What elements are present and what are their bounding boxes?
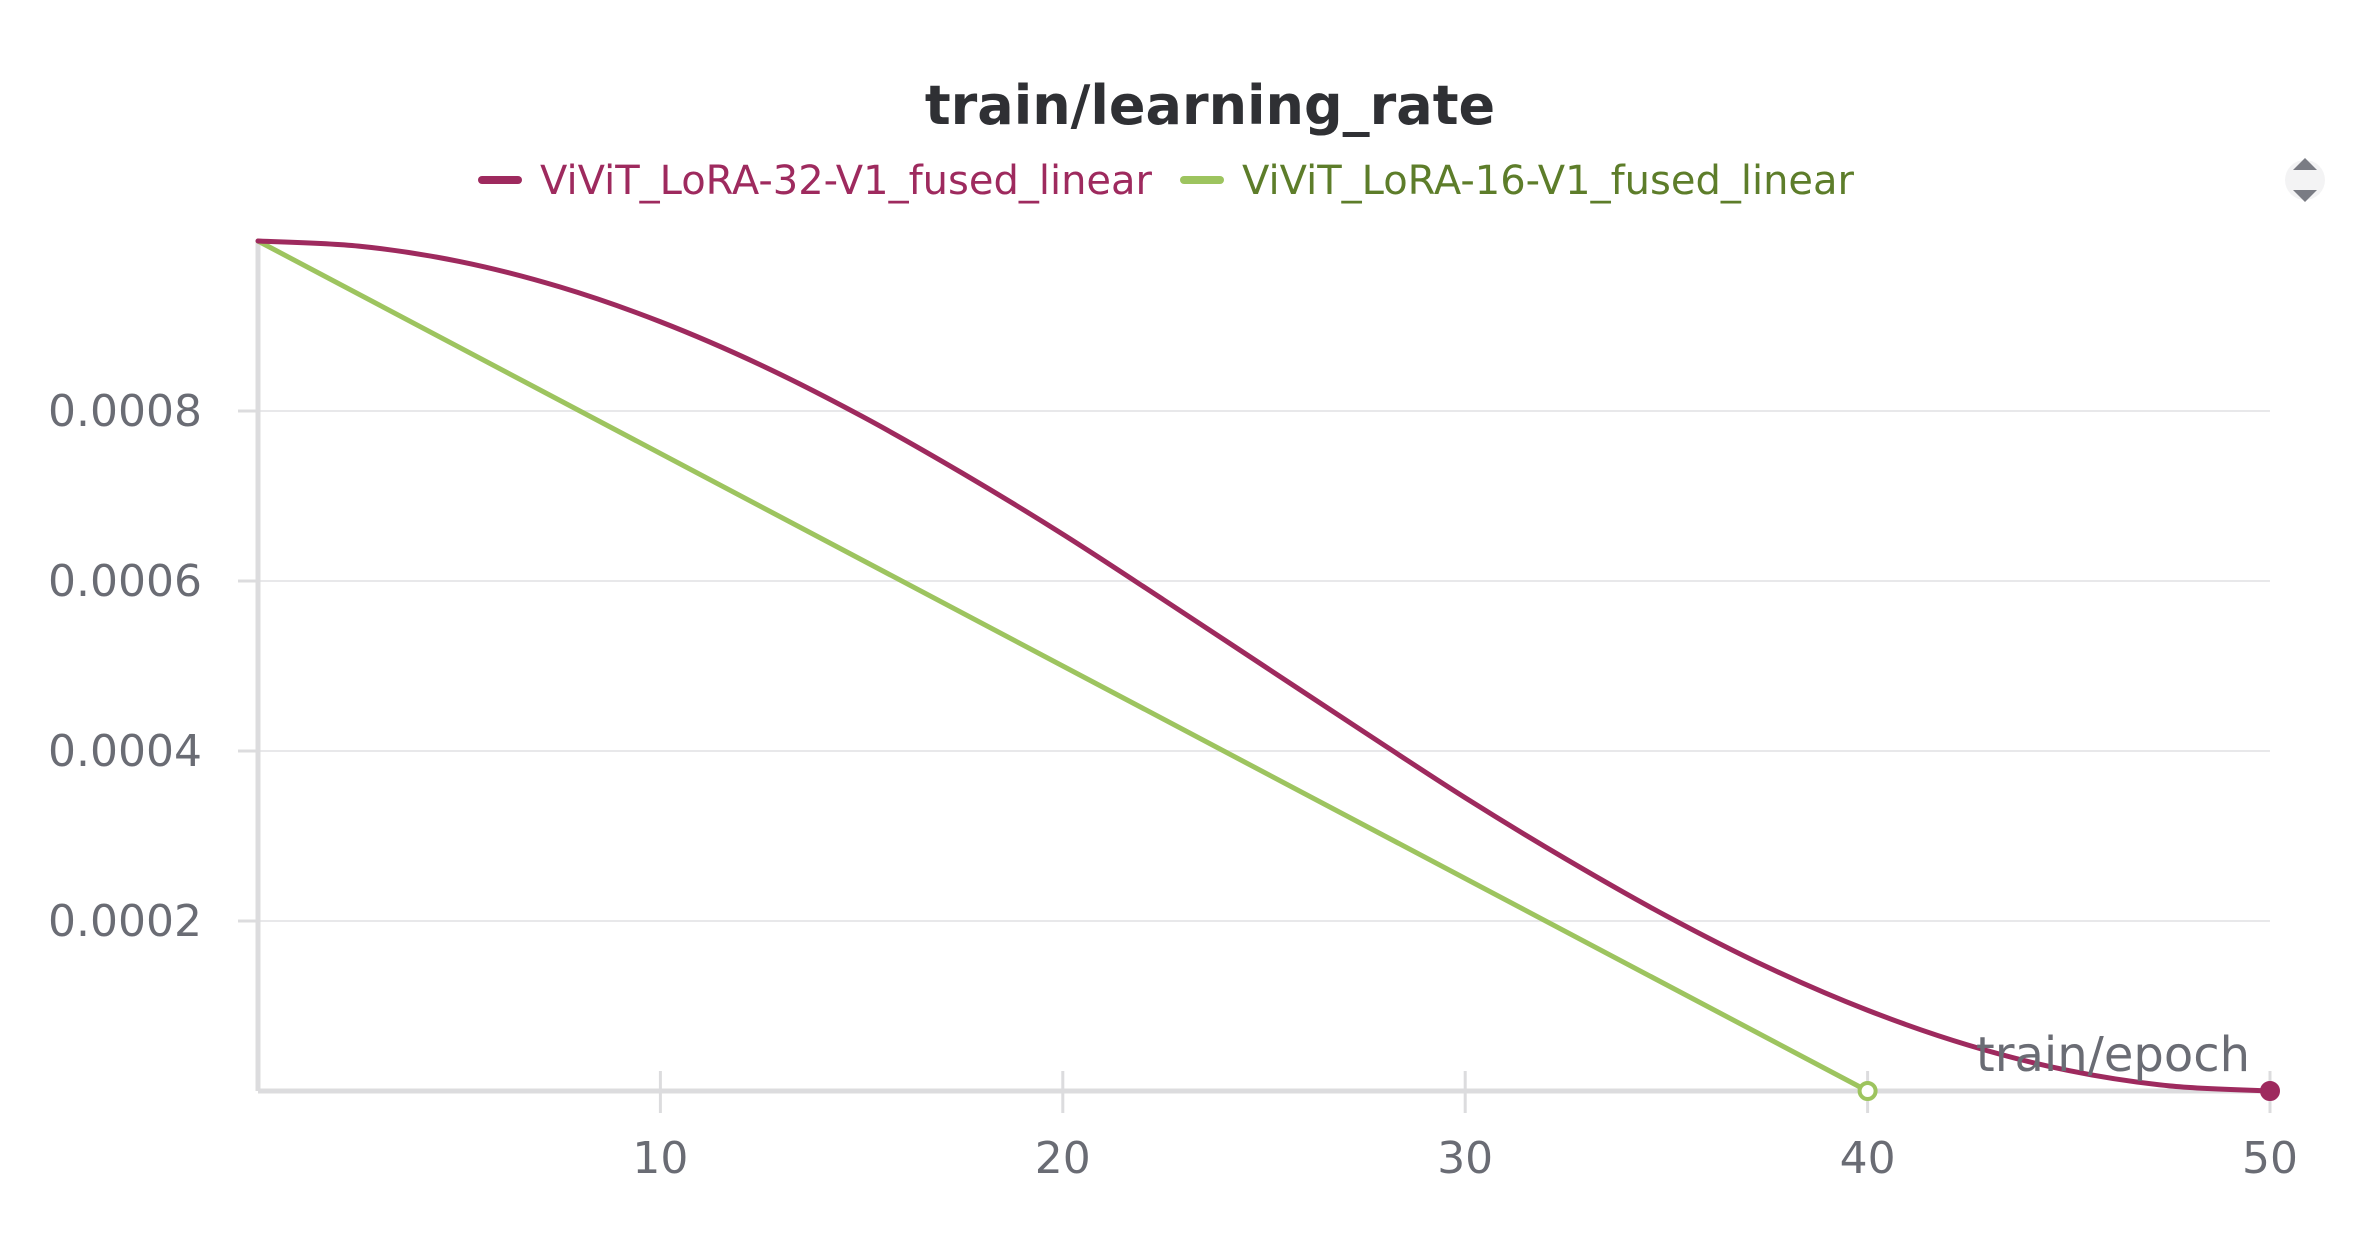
x-axis-label: train/epoch: [1976, 1027, 2250, 1083]
y-tick-label: 0.0004: [48, 726, 202, 777]
y-tick-label: 0.0006: [48, 556, 202, 607]
x-tick-label: 30: [1437, 1133, 1493, 1184]
legend-item-1[interactable]: ViViT_LoRA-32-V1_fused_linear: [478, 158, 1153, 204]
y-tick-label: 0.0002: [48, 896, 202, 947]
x-tick-label: 40: [1840, 1133, 1896, 1184]
series-line-2: [255, 238, 1871, 1094]
scroll-down-icon: [2293, 190, 2317, 202]
legend-item-2[interactable]: ViViT_LoRA-16-V1_fused_linear: [1180, 158, 1855, 204]
scroll-up-down-icon: [2293, 158, 2317, 170]
series-endpoint-2: [1857, 1081, 1878, 1101]
axes: 0.0002 0.0004 0.0006 0.0008 10 20 30 40 50: [48, 241, 2298, 1184]
y-tick-label: 0.0008: [48, 386, 202, 437]
x-tick-label: 10: [632, 1133, 688, 1184]
legend-label: ViViT_LoRA-32-V1_fused_linear: [540, 158, 1153, 204]
chart-title: train/learning_rate: [925, 74, 1495, 137]
series: [255, 238, 2273, 1094]
grid: [258, 410, 2270, 922]
x-tick-label: 50: [2242, 1133, 2298, 1184]
series-line-1: [255, 238, 2273, 1094]
series-endpoint-1: [2260, 1081, 2280, 1101]
legend-label: ViViT_LoRA-16-V1_fused_linear: [1242, 158, 1855, 204]
endpoints: [1857, 1081, 2280, 1101]
x-tick-label: 20: [1035, 1133, 1091, 1184]
legend-scroll-button[interactable]: [2285, 158, 2325, 202]
legend: ViViT_LoRA-32-V1_fused_linear ViViT_LoRA-…: [478, 158, 1855, 204]
